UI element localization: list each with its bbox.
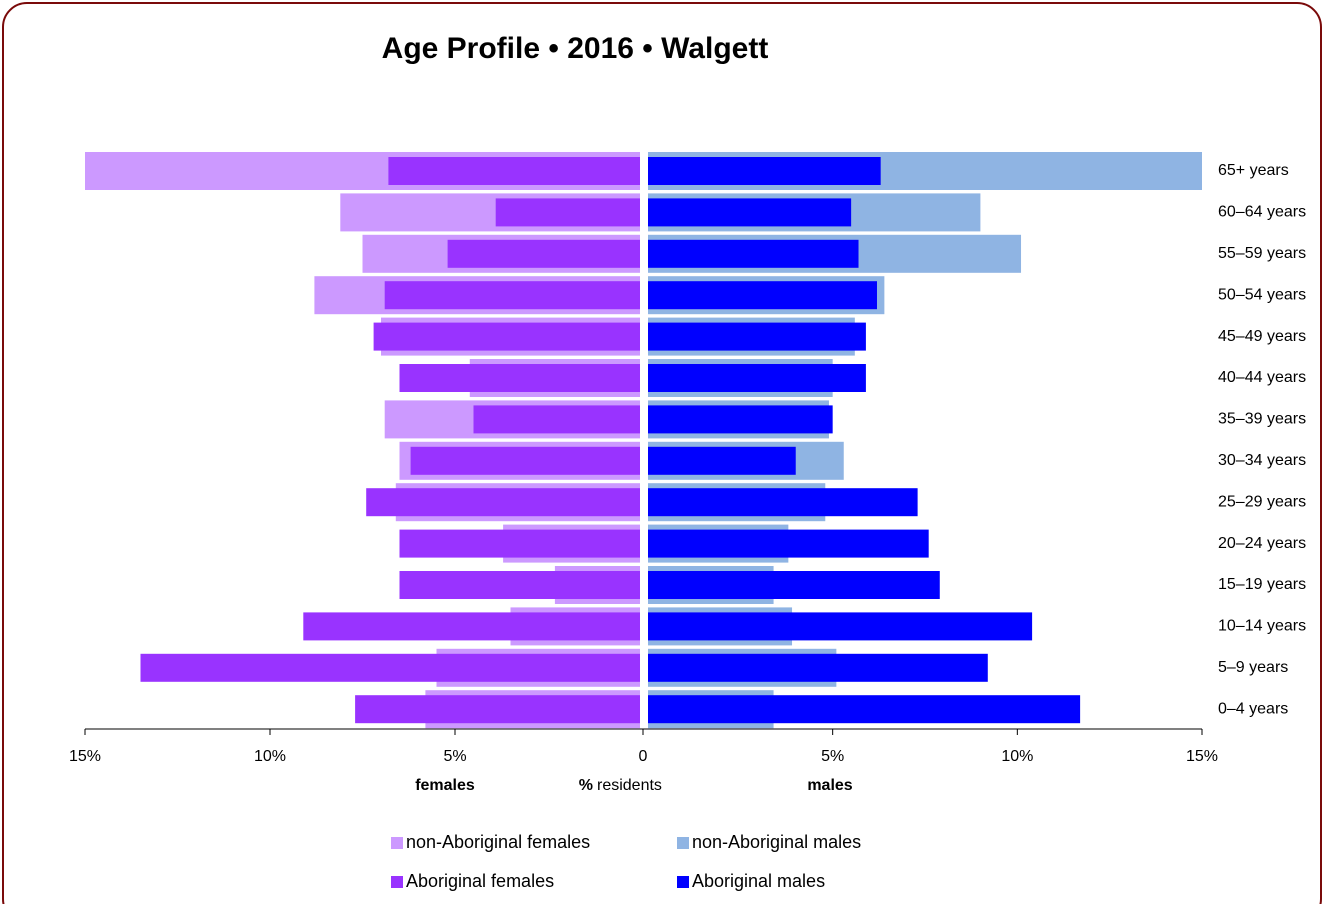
- y-tick-label: 30–34 years: [1218, 452, 1306, 469]
- bar: [648, 281, 877, 310]
- bar: [303, 612, 640, 641]
- bar: [648, 488, 918, 517]
- y-tick-label: 35–39 years: [1218, 411, 1306, 428]
- y-tick-label: 55–59 years: [1218, 245, 1306, 262]
- x-tick-label: 10%: [254, 748, 286, 765]
- bar: [399, 571, 640, 599]
- legend-swatch: [677, 876, 689, 888]
- bar: [366, 488, 640, 517]
- bar: [648, 695, 1081, 724]
- right-label: males: [807, 777, 852, 794]
- y-tick-label: 50–54 years: [1218, 286, 1306, 303]
- bar: [648, 571, 940, 599]
- bar: [648, 612, 1033, 641]
- x-tick-label: 5%: [443, 748, 466, 765]
- chart-title: Age Profile • 2016 • Walgett: [382, 32, 769, 65]
- bar: [140, 653, 640, 682]
- y-tick-label: 45–49 years: [1218, 328, 1306, 345]
- bar: [388, 157, 640, 185]
- bar: [648, 529, 929, 558]
- legend-swatch: [391, 876, 403, 888]
- y-tick-label: 40–44 years: [1218, 369, 1306, 386]
- legend-label: non-Aboriginal females: [406, 832, 590, 852]
- x-tick-label: 15%: [1186, 748, 1218, 765]
- left-label: females: [415, 777, 475, 794]
- x-label-symbol: %: [579, 777, 593, 794]
- x-label: residents: [597, 777, 662, 794]
- y-tick-label: 20–24 years: [1218, 535, 1306, 552]
- bar: [648, 322, 866, 351]
- x-tick-label: 10%: [1001, 748, 1033, 765]
- y-tick-label: 15–19 years: [1218, 576, 1306, 593]
- y-tick-label: 60–64 years: [1218, 204, 1306, 221]
- bar: [399, 364, 640, 392]
- legend-label: Aboriginal males: [692, 871, 825, 891]
- bar: [648, 446, 796, 475]
- y-tick-label: 10–14 years: [1218, 618, 1306, 635]
- legend-label: non-Aboriginal males: [692, 832, 861, 852]
- x-tick-label: 0: [639, 748, 648, 765]
- bar: [648, 653, 988, 682]
- bar: [410, 446, 640, 475]
- y-tick-label: 0–4 years: [1218, 700, 1288, 717]
- bar: [355, 695, 640, 724]
- bar: [648, 198, 852, 227]
- bar: [473, 405, 640, 434]
- x-tick-label: 15%: [69, 748, 101, 765]
- y-tick-label: 5–9 years: [1218, 659, 1288, 676]
- bar: [648, 157, 881, 185]
- legend-swatch: [391, 837, 403, 849]
- x-tick-label: 5%: [821, 748, 844, 765]
- bar: [648, 239, 859, 268]
- legend-label: Aboriginal females: [406, 871, 554, 891]
- bar: [373, 322, 640, 351]
- bar: [648, 364, 866, 392]
- bar: [648, 405, 833, 434]
- bar: [495, 198, 640, 227]
- legend-swatch: [677, 837, 689, 849]
- bar: [447, 239, 640, 268]
- y-tick-label: 65+ years: [1218, 162, 1289, 179]
- y-tick-label: 25–29 years: [1218, 493, 1306, 510]
- bar: [399, 529, 640, 558]
- bar: [384, 281, 640, 310]
